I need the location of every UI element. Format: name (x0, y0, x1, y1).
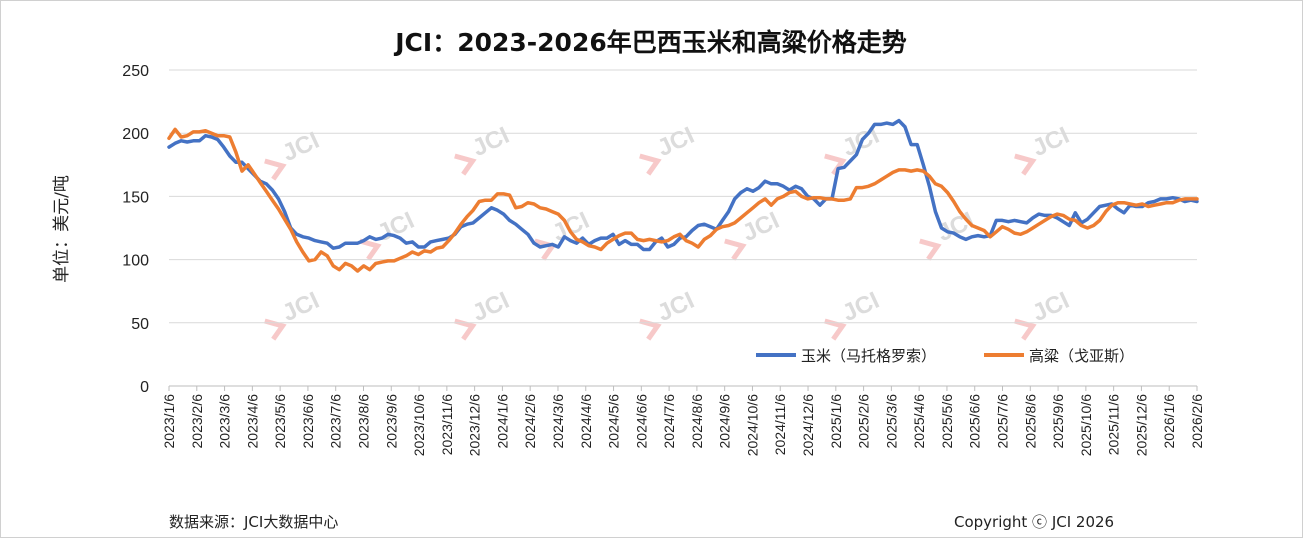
watermark-mark (639, 153, 662, 176)
watermark-mark (824, 318, 847, 341)
x-tick-label: 2024/4/6 (578, 394, 594, 449)
x-tick-label: 2023/8/6 (355, 394, 371, 449)
x-tick-label: 2024/7/6 (661, 394, 677, 449)
x-tick-label: 2023/12/6 (467, 394, 483, 456)
legend-label-corn: 玉米（马托格罗索） (801, 347, 936, 365)
watermark-text: JCI (1028, 122, 1073, 162)
watermark-6: JCI (534, 207, 594, 261)
x-tick-label: 2025/10/6 (1078, 394, 1094, 456)
watermark-mark (639, 318, 662, 341)
x-tick-label: 2023/2/6 (189, 394, 205, 449)
watermark-mark (824, 153, 847, 176)
watermark-text: JCI (468, 287, 513, 327)
watermark-8: JCI (264, 287, 324, 341)
y-axis-label: 单位：美元/吨 (52, 175, 72, 283)
y-tick-label: 100 (122, 253, 149, 270)
source-note: 数据来源：JCI大数据中心 (169, 513, 338, 531)
x-tick-label: 2025/1/6 (828, 394, 844, 449)
watermark-4: JCI (1014, 122, 1074, 176)
x-tick-label: 2025/4/6 (911, 394, 927, 449)
copyright-note: Copyright ⓒ JCI 2026 (954, 513, 1114, 531)
watermark-mark (724, 238, 747, 261)
x-tick-label: 2023/3/6 (217, 394, 233, 449)
x-tick-label: 2024/6/6 (633, 394, 649, 449)
watermark-text: JCI (653, 287, 698, 327)
watermark-11: JCI (824, 287, 884, 341)
watermark-mark (1014, 318, 1037, 341)
x-tick-label: 2025/2/6 (856, 394, 872, 449)
x-tick-label: 2023/11/6 (439, 394, 455, 455)
watermark-9: JCI (454, 287, 514, 341)
x-tick-label: 2023/9/6 (383, 394, 399, 449)
x-tick-label: 2025/8/6 (1022, 394, 1038, 449)
x-tick-label: 2023/5/6 (272, 394, 288, 449)
watermark-mark (454, 153, 477, 176)
x-tick-label: 2024/1/6 (494, 394, 510, 449)
x-tick-label: 2023/6/6 (300, 394, 316, 449)
x-tick-label: 2024/12/6 (800, 394, 816, 456)
x-tick-label: 2024/10/6 (744, 394, 760, 456)
x-tick-label: 2024/5/6 (606, 394, 622, 449)
x-tick-label: 2023/4/6 (244, 394, 260, 449)
y-tick-label: 0 (140, 379, 149, 396)
watermark-12: JCI (1014, 287, 1074, 341)
y-tick-label: 50 (131, 316, 149, 333)
y-tick-label: 200 (122, 126, 149, 143)
watermark-text: JCI (1028, 287, 1073, 327)
y-tick-label: 150 (122, 189, 149, 206)
watermark-1: JCI (454, 122, 514, 176)
x-tick-label: 2025/5/6 (939, 394, 955, 449)
watermark-mark (359, 238, 382, 261)
x-tick-label: 2023/1/6 (161, 394, 177, 449)
x-tick-label: 2024/2/6 (522, 394, 538, 449)
x-tick-label: 2025/6/6 (967, 394, 983, 449)
watermark-text: JCI (278, 287, 323, 327)
y-tick-label: 250 (122, 63, 149, 80)
x-tick-label: 2024/9/6 (717, 394, 733, 449)
x-tick-label: 2023/7/6 (328, 394, 344, 449)
watermark-0: JCI (264, 127, 324, 181)
x-tick-label: 2023/10/6 (411, 394, 427, 456)
watermark-mark (454, 318, 477, 341)
legend: 玉米（马托格罗索） 高粱（戈亚斯） (756, 347, 1134, 365)
watermark-2: JCI (639, 122, 699, 176)
x-tick-label: 2024/3/6 (550, 394, 566, 449)
watermark-mark (919, 238, 942, 261)
x-tick-label: 2025/3/6 (883, 394, 899, 449)
gridlines (169, 69, 1197, 387)
watermark-13: JCI (724, 207, 784, 261)
legend-label-sorghum: 高粱（戈亚斯） (1029, 347, 1134, 365)
x-tick-label: 2026/2/6 (1189, 394, 1205, 449)
x-tick-label: 2024/11/6 (772, 394, 788, 455)
y-axis-ticks: 0 50 100 150 200 250 (122, 63, 149, 396)
x-tick-label: 2025/7/6 (995, 394, 1011, 449)
x-tick-label: 2025/9/6 (1050, 394, 1066, 449)
series-layer (167, 118, 1199, 273)
x-tick-label: 2024/8/6 (689, 394, 705, 449)
watermark-text: JCI (468, 122, 513, 162)
watermark-text: JCI (653, 122, 698, 162)
watermark-3: JCI (824, 122, 884, 176)
x-axis: 2023/1/6 2023/2/6 2023/3/6 2023/4/6 2023/5/6… (161, 386, 1205, 456)
watermark-text: JCI (838, 287, 883, 327)
watermark-mark (264, 158, 287, 181)
watermark-mark (264, 318, 287, 341)
x-tick-label: 2025/12/6 (1133, 394, 1149, 456)
chart-title: JCI：2023-2026年巴西玉米和高粱价格走势 (393, 28, 907, 57)
x-tick-label: 2026/1/6 (1161, 394, 1177, 449)
watermark-mark (1014, 153, 1037, 176)
watermark-10: JCI (639, 287, 699, 341)
x-tick-label: 2025/11/6 (1106, 394, 1122, 455)
series-line-1 (167, 127, 1199, 273)
